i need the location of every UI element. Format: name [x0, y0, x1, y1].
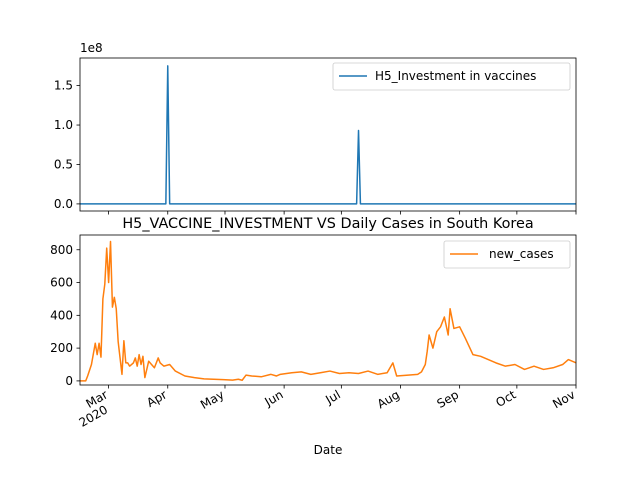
top-y-tick-label: 1.0: [54, 118, 73, 132]
bottom-x-tick-label: Jul: [322, 387, 342, 407]
top-y-tick-label: 1.5: [54, 79, 73, 93]
chart-title: H5_VACCINE_INVESTMENT VS Daily Cases in …: [122, 216, 533, 232]
top-y-tick-label: 0.5: [54, 157, 73, 171]
bottom-subplot: H5_VACCINE_INVESTMENT VS Daily Cases in …: [50, 216, 577, 457]
top-y-tick-label: 0.0: [54, 197, 73, 211]
x-axis-title: Date: [314, 443, 343, 457]
top-legend-box: [332, 62, 571, 91]
top-series-line: [80, 65, 576, 205]
bottom-y-tick-label: 400: [50, 308, 73, 322]
bottom-plot-frame: [79, 234, 577, 386]
bottom-series-line: [80, 240, 577, 382]
top-legend-label: H5_Investment in vaccines: [375, 69, 536, 83]
top-legend: H5_Investment in vaccines: [332, 62, 571, 91]
bottom-y-tick-label: 600: [50, 276, 73, 290]
top-subplot: 0.0 0.5 1.0 1.5 1e8 H5_Investment in vaccin…: [54, 41, 577, 215]
bottom-y-tick-label: 200: [50, 341, 73, 355]
bottom-legend: new_cases: [443, 240, 571, 269]
top-y-scale-label: 1e8: [80, 41, 103, 55]
bottom-legend-box: [443, 240, 571, 269]
top-plot-frame: [79, 57, 577, 212]
bottom-y-tick-label: 0: [65, 374, 73, 388]
bottom-legend-label: new_cases: [489, 247, 554, 261]
bottom-y-tick-label: 800: [50, 243, 73, 257]
